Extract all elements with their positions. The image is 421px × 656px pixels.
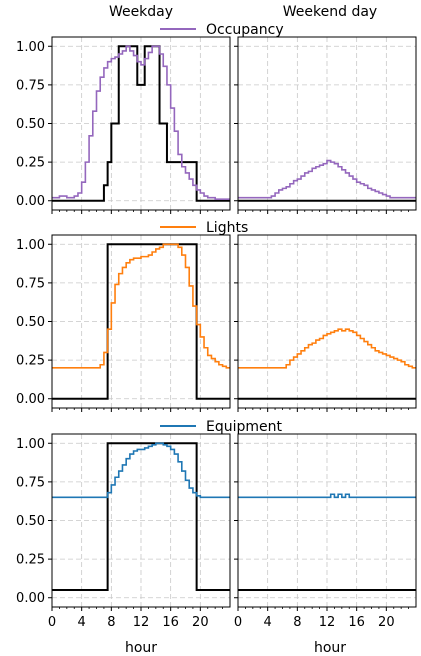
grid-layer <box>51 37 416 607</box>
x-axis-label-weekend: hour <box>314 640 346 656</box>
x-tick-label: 12 <box>133 615 150 630</box>
y-tick-label: 0.25 <box>16 354 45 369</box>
y-tick-label: 1.00 <box>16 437 45 452</box>
x-axis-label-weekday: hour <box>125 640 157 656</box>
x-tick-label: 0 <box>234 615 242 630</box>
occupancy-weekday-profile-line <box>52 45 230 200</box>
x-tick-label: 20 <box>378 615 395 630</box>
y-tick-label: 0.75 <box>16 475 45 490</box>
y-tick-label: 0.25 <box>16 156 45 171</box>
equipment-weekend-profile-line <box>238 493 416 499</box>
y-tick-label: 0.50 <box>16 514 45 529</box>
series-layer <box>52 45 416 592</box>
x-tick-label: 16 <box>162 615 179 630</box>
lights-weekday-reference-line <box>52 243 230 400</box>
x-tick-label: 4 <box>78 615 86 630</box>
lights-weekday-profile-line <box>52 243 230 369</box>
legends-layer: Occupancy Lights Equipment <box>160 22 284 435</box>
ticks-layer: 0.00 0.25 0.50 0.75 1.00 0.00 0.25 0.50 0.75 1.00… <box>16 40 409 630</box>
equipment-weekday-profile-line <box>52 442 230 499</box>
x-tick-label: 20 <box>192 615 209 630</box>
lights-weekend-profile-line <box>238 328 416 369</box>
y-tick-label: 0.00 <box>16 194 45 209</box>
column-title-weekend: Weekend day <box>283 4 377 20</box>
y-tick-label: 0.00 <box>16 392 45 407</box>
occupancy-weekday-reference-line <box>52 45 230 202</box>
occupancy-weekend-profile-line <box>238 159 416 199</box>
y-tick-label: 1.00 <box>16 40 45 55</box>
x-tick-label: 8 <box>107 615 115 630</box>
x-tick-label: 12 <box>319 615 336 630</box>
y-tick-label: 0.75 <box>16 276 45 291</box>
y-tick-label: 0.50 <box>16 117 45 132</box>
y-tick-label: 1.00 <box>16 238 45 253</box>
y-tick-label: 0.00 <box>16 591 45 606</box>
y-tick-label: 0.25 <box>16 553 45 568</box>
occupancy-legend-label: Occupancy <box>206 22 284 38</box>
x-tick-label: 16 <box>348 615 365 630</box>
y-tick-label: 0.75 <box>16 78 45 93</box>
x-tick-label: 0 <box>48 615 56 630</box>
column-title-weekday: Weekday <box>109 4 173 20</box>
x-tick-label: 8 <box>293 615 301 630</box>
y-tick-label: 0.50 <box>16 315 45 330</box>
equipment-legend-label: Equipment <box>206 419 283 435</box>
lights-legend-label: Lights <box>206 220 248 236</box>
x-tick-label: 4 <box>264 615 272 630</box>
equipment-weekday-reference-line <box>52 442 230 592</box>
